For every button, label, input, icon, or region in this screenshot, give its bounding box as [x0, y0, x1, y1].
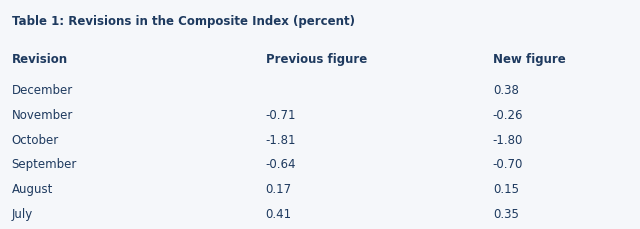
- Text: -1.81: -1.81: [266, 133, 296, 146]
- Text: 0.38: 0.38: [493, 84, 518, 97]
- Text: September: September: [12, 158, 77, 171]
- Text: -0.26: -0.26: [493, 108, 524, 121]
- Text: -1.80: -1.80: [493, 133, 523, 146]
- Text: October: October: [12, 133, 59, 146]
- Text: 0.35: 0.35: [493, 207, 518, 220]
- Text: -0.70: -0.70: [493, 158, 523, 171]
- Text: New figure: New figure: [493, 53, 566, 66]
- Text: Previous figure: Previous figure: [266, 53, 367, 66]
- Text: Table 1: Revisions in the Composite Index (percent): Table 1: Revisions in the Composite Inde…: [12, 15, 355, 28]
- Text: Revision: Revision: [12, 53, 68, 66]
- Text: December: December: [12, 84, 73, 97]
- Text: July: July: [12, 207, 33, 220]
- Text: -0.71: -0.71: [266, 108, 296, 121]
- Text: 0.41: 0.41: [266, 207, 292, 220]
- Text: -0.64: -0.64: [266, 158, 296, 171]
- Text: 0.17: 0.17: [266, 183, 292, 196]
- Text: August: August: [12, 183, 53, 196]
- Text: 0.15: 0.15: [493, 183, 519, 196]
- Text: November: November: [12, 108, 73, 121]
